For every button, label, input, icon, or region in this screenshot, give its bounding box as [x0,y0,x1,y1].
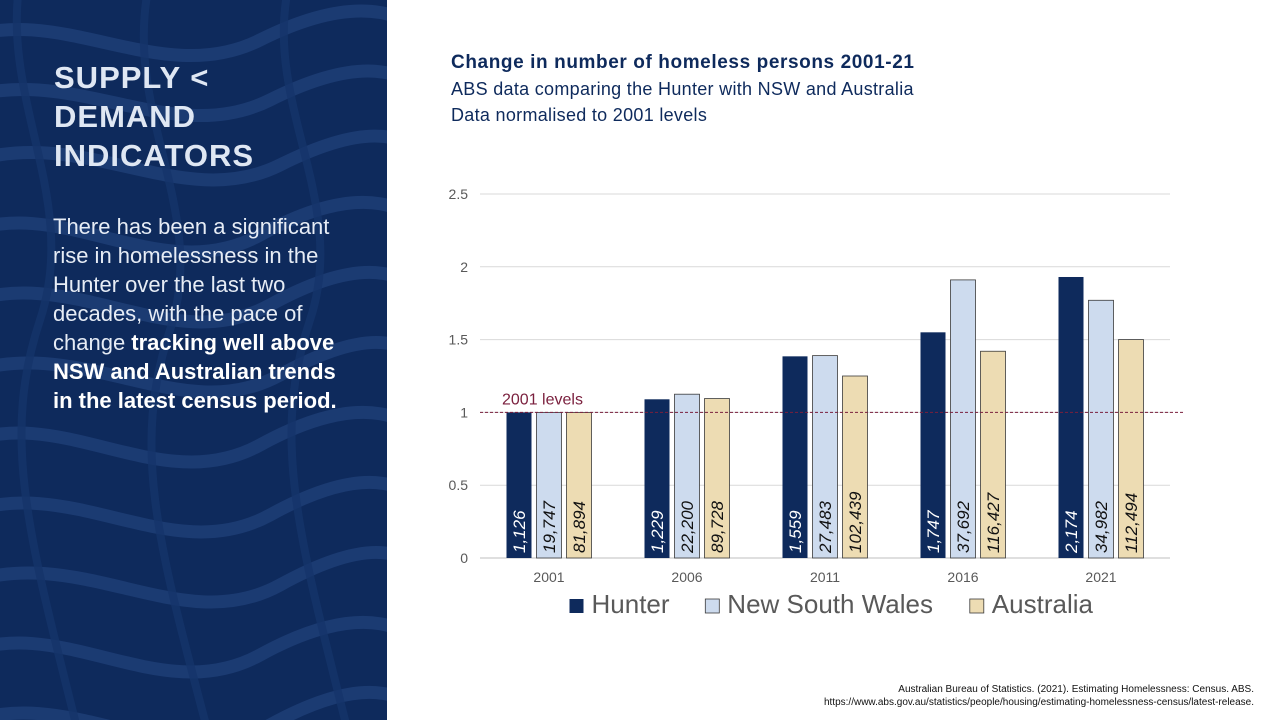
summary-plain-text: There has been a significant rise in hom… [53,214,330,355]
data-label: 81,894 [570,501,589,553]
chart-subtitle-2: Data normalised to 2001 levels [451,105,708,125]
data-label: 1,229 [648,510,667,553]
bar [1118,339,1144,559]
chart-subtitle-1: ABS data comparing the Hunter with NSW a… [451,79,914,99]
bar [812,355,838,559]
y-tick-label: 0.5 [449,477,469,493]
x-tick-label: 2016 [947,569,978,585]
bar [920,332,946,558]
bar [842,375,868,559]
bar [644,399,670,558]
bar [674,393,700,559]
bar [704,398,730,559]
bar [506,412,532,558]
data-label: 37,692 [954,500,973,553]
y-tick-label: 1 [460,404,468,420]
heading-line-3: INDICATORS [54,138,255,173]
source-line-2: https://www.abs.gov.au/statistics/people… [823,697,1254,708]
source-citation: Australian Bureau of Statistics. (2021).… [824,683,1254,709]
data-label: 2,174 [1062,510,1081,554]
data-label: 112,494 [1122,493,1141,553]
x-tick-label: 2021 [1085,569,1116,585]
legend-label: Hunter [592,589,670,619]
legend-swatch [704,598,720,614]
data-label: 1,126 [510,510,529,553]
source-line-1: Australian Bureau of Statistics. (2021).… [898,684,1254,695]
data-label: 89,728 [708,500,727,553]
data-label: 116,427 [984,492,1003,553]
y-tick-label: 0 [460,550,468,566]
data-label: 34,982 [1092,500,1111,553]
bar [1058,276,1084,558]
y-tick-label: 2.5 [449,186,469,202]
chart-title: Change in number of homeless persons 200… [451,52,915,73]
data-label: 22,200 [678,500,697,554]
bar [950,279,976,559]
sidebar-panel: SUPPLY < DEMAND INDICATORS There has bee… [0,0,387,720]
legend-swatch [569,599,584,613]
bar [1088,299,1114,559]
x-tick-label: 2006 [671,569,702,585]
heading-line-1: SUPPLY < [54,60,210,95]
summary-text: There has been a significant rise in hom… [53,212,348,415]
summary-bold-text: tracking well above NSW and Australian t… [53,330,337,413]
legend-swatch [969,598,985,614]
y-tick-label: 2 [460,259,468,275]
bar [566,411,592,559]
data-label: 1,559 [786,510,805,553]
bar [782,356,808,558]
bar [536,411,562,559]
data-label: 102,439 [846,491,865,553]
data-label: 1,747 [924,510,943,553]
reference-line-label: 2001 levels [502,391,583,408]
heading-line-2: DEMAND [54,99,197,134]
legend-label: New South Wales [727,589,933,619]
x-tick-label: 2011 [810,569,840,585]
wave-pattern-background [0,0,387,720]
data-label: 19,747 [540,500,559,553]
slide-heading: SUPPLY < DEMAND INDICATORS [54,58,374,175]
data-label: 27,483 [816,500,835,554]
y-tick-label: 1.5 [449,332,469,348]
bar [980,350,1006,559]
x-tick-label: 2001 [533,569,564,585]
legend-label: Australia [992,589,1094,619]
